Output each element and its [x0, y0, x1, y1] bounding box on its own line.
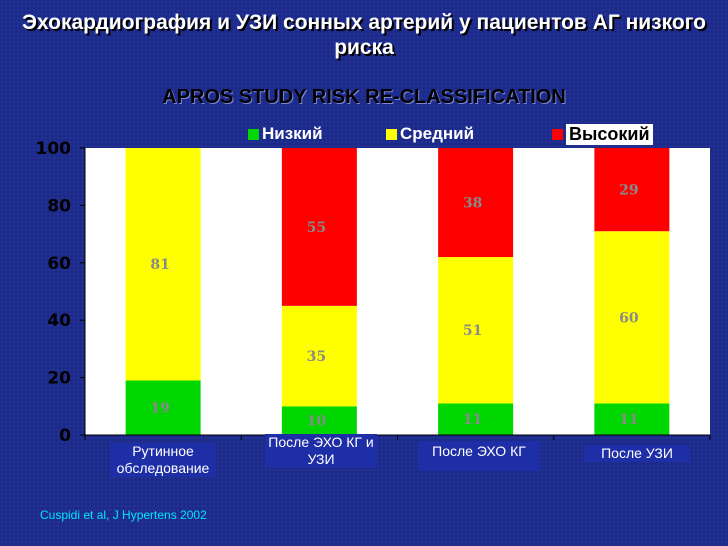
y-tick-label: 100	[36, 139, 72, 159]
bar-segment	[281, 148, 357, 306]
value-label: 81	[150, 257, 169, 273]
legend-label-high: Высокий	[566, 123, 653, 145]
y-tick-label: 80	[47, 196, 71, 216]
value-label: 38	[463, 196, 482, 212]
bar-segment	[281, 305, 357, 407]
category-label-1: После ЭХО КГ и УЗИ	[265, 434, 377, 468]
legend-item-medium: Средний	[386, 124, 474, 144]
value-labels-group: 19 81 10 35 55 11 51 38 11 60 29	[150, 183, 638, 430]
citation: Cuspidi et al, J Hypertens 2002	[40, 508, 207, 522]
legend-swatch-high	[552, 128, 563, 140]
category-label-0: Рутинное обследование	[110, 443, 216, 477]
bar-segment	[594, 403, 670, 435]
value-label: 60	[619, 310, 639, 326]
value-label: 11	[619, 412, 638, 428]
bar-segment	[125, 380, 201, 435]
category-label-3: После УЗИ	[584, 445, 690, 462]
bar-segment	[281, 406, 357, 435]
value-label: 29	[619, 183, 638, 199]
value-label: 35	[307, 349, 326, 365]
value-label: 51	[463, 323, 482, 339]
y-tick-label: 60	[47, 254, 71, 274]
y-tick-label: 0	[59, 426, 71, 446]
legend-swatch-low	[248, 128, 259, 140]
chart-title: APROS STUDY RISK RE-CLASSIFICATION	[0, 86, 728, 109]
axis-group: 0 20 40 60 80 100	[36, 139, 711, 446]
legend-item-low: Низкий	[248, 124, 323, 144]
bar-segment	[438, 148, 514, 258]
bar-segment	[438, 403, 514, 435]
bar-segment	[438, 257, 514, 404]
bars-group	[125, 148, 670, 435]
y-tick-label: 20	[47, 369, 71, 389]
slide-title: Эхокардиография и УЗИ сонных артерий у п…	[22, 11, 706, 59]
legend-swatch-medium	[386, 128, 397, 140]
legend-item-high: Высокий	[552, 123, 653, 145]
legend-label-low: Низкий	[262, 124, 323, 143]
value-label: 55	[307, 220, 326, 236]
category-label-2: После ЭХО КГ	[418, 441, 540, 471]
bar-segment	[594, 148, 670, 232]
chart-title-text: APROS STUDY RISK RE-CLASSIFICATION	[162, 86, 566, 108]
legend-label-medium: Средний	[400, 124, 475, 143]
value-label: 11	[463, 412, 482, 428]
bar-segment	[594, 231, 670, 404]
bar-segment	[125, 148, 201, 381]
value-label: 19	[150, 401, 169, 417]
y-tick-label: 40	[47, 311, 71, 331]
value-label: 10	[307, 414, 327, 430]
